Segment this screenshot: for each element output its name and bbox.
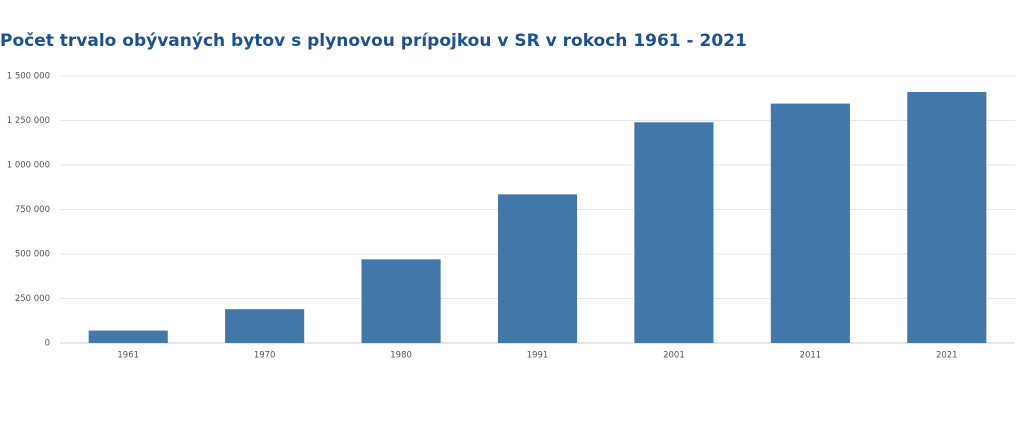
bar	[770, 103, 850, 343]
y-tick-label: 1 500 000	[7, 72, 50, 82]
bar	[497, 194, 578, 343]
x-tick-label: 2001	[663, 351, 685, 361]
x-tick-label: 1961	[117, 351, 139, 361]
y-tick-label: 0	[45, 339, 50, 349]
bar	[634, 122, 714, 343]
y-tick-label: 250 000	[15, 294, 50, 304]
x-tick-label: 1980	[390, 351, 412, 361]
x-tick-label: 1970	[254, 351, 276, 361]
y-tick-label: 500 000	[15, 250, 50, 260]
x-tick-label: 1991	[527, 351, 549, 361]
x-tick-label: 2011	[800, 351, 822, 361]
x-tick-label: 2021	[936, 351, 958, 361]
chart-title: Počet trvalo obývaných bytov s plynovou …	[0, 31, 747, 51]
bar	[88, 330, 168, 343]
bar	[361, 259, 441, 343]
y-tick-label: 1 000 000	[7, 161, 50, 171]
bar	[225, 309, 305, 343]
y-tick-label: 750 000	[15, 205, 50, 215]
bar	[907, 92, 987, 344]
y-tick-label: 1 250 000	[7, 116, 50, 126]
